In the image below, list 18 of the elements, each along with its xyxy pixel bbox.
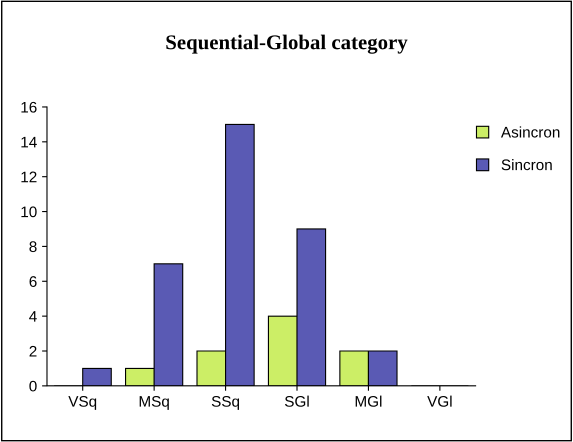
- y-tick-label: 14: [21, 136, 37, 148]
- legend-label: Sincron: [502, 159, 552, 170]
- chart-title: Sequential-Global category: [166, 34, 408, 54]
- y-tick-label: 12: [21, 172, 36, 182]
- x-tick-label: VGl: [427, 396, 452, 407]
- y-tick-label: 6: [30, 276, 37, 287]
- legend-label: Asincron: [500, 126, 560, 138]
- x-tick-label: SSq: [212, 396, 240, 410]
- y-tick-label: 8: [29, 241, 37, 252]
- x-tick-label: MGl: [356, 396, 382, 407]
- x-tick-label: SGl: [284, 396, 309, 407]
- y-tick-label: 2: [30, 346, 36, 357]
- x-tick-label: MSq: [140, 396, 169, 410]
- y-tick-label: 10: [21, 206, 37, 218]
- y-tick-label: 4: [29, 311, 37, 322]
- y-tick-label: 16: [21, 102, 37, 113]
- y-tick-label: 0: [29, 380, 37, 392]
- x-tick-label: VSq: [68, 396, 96, 410]
